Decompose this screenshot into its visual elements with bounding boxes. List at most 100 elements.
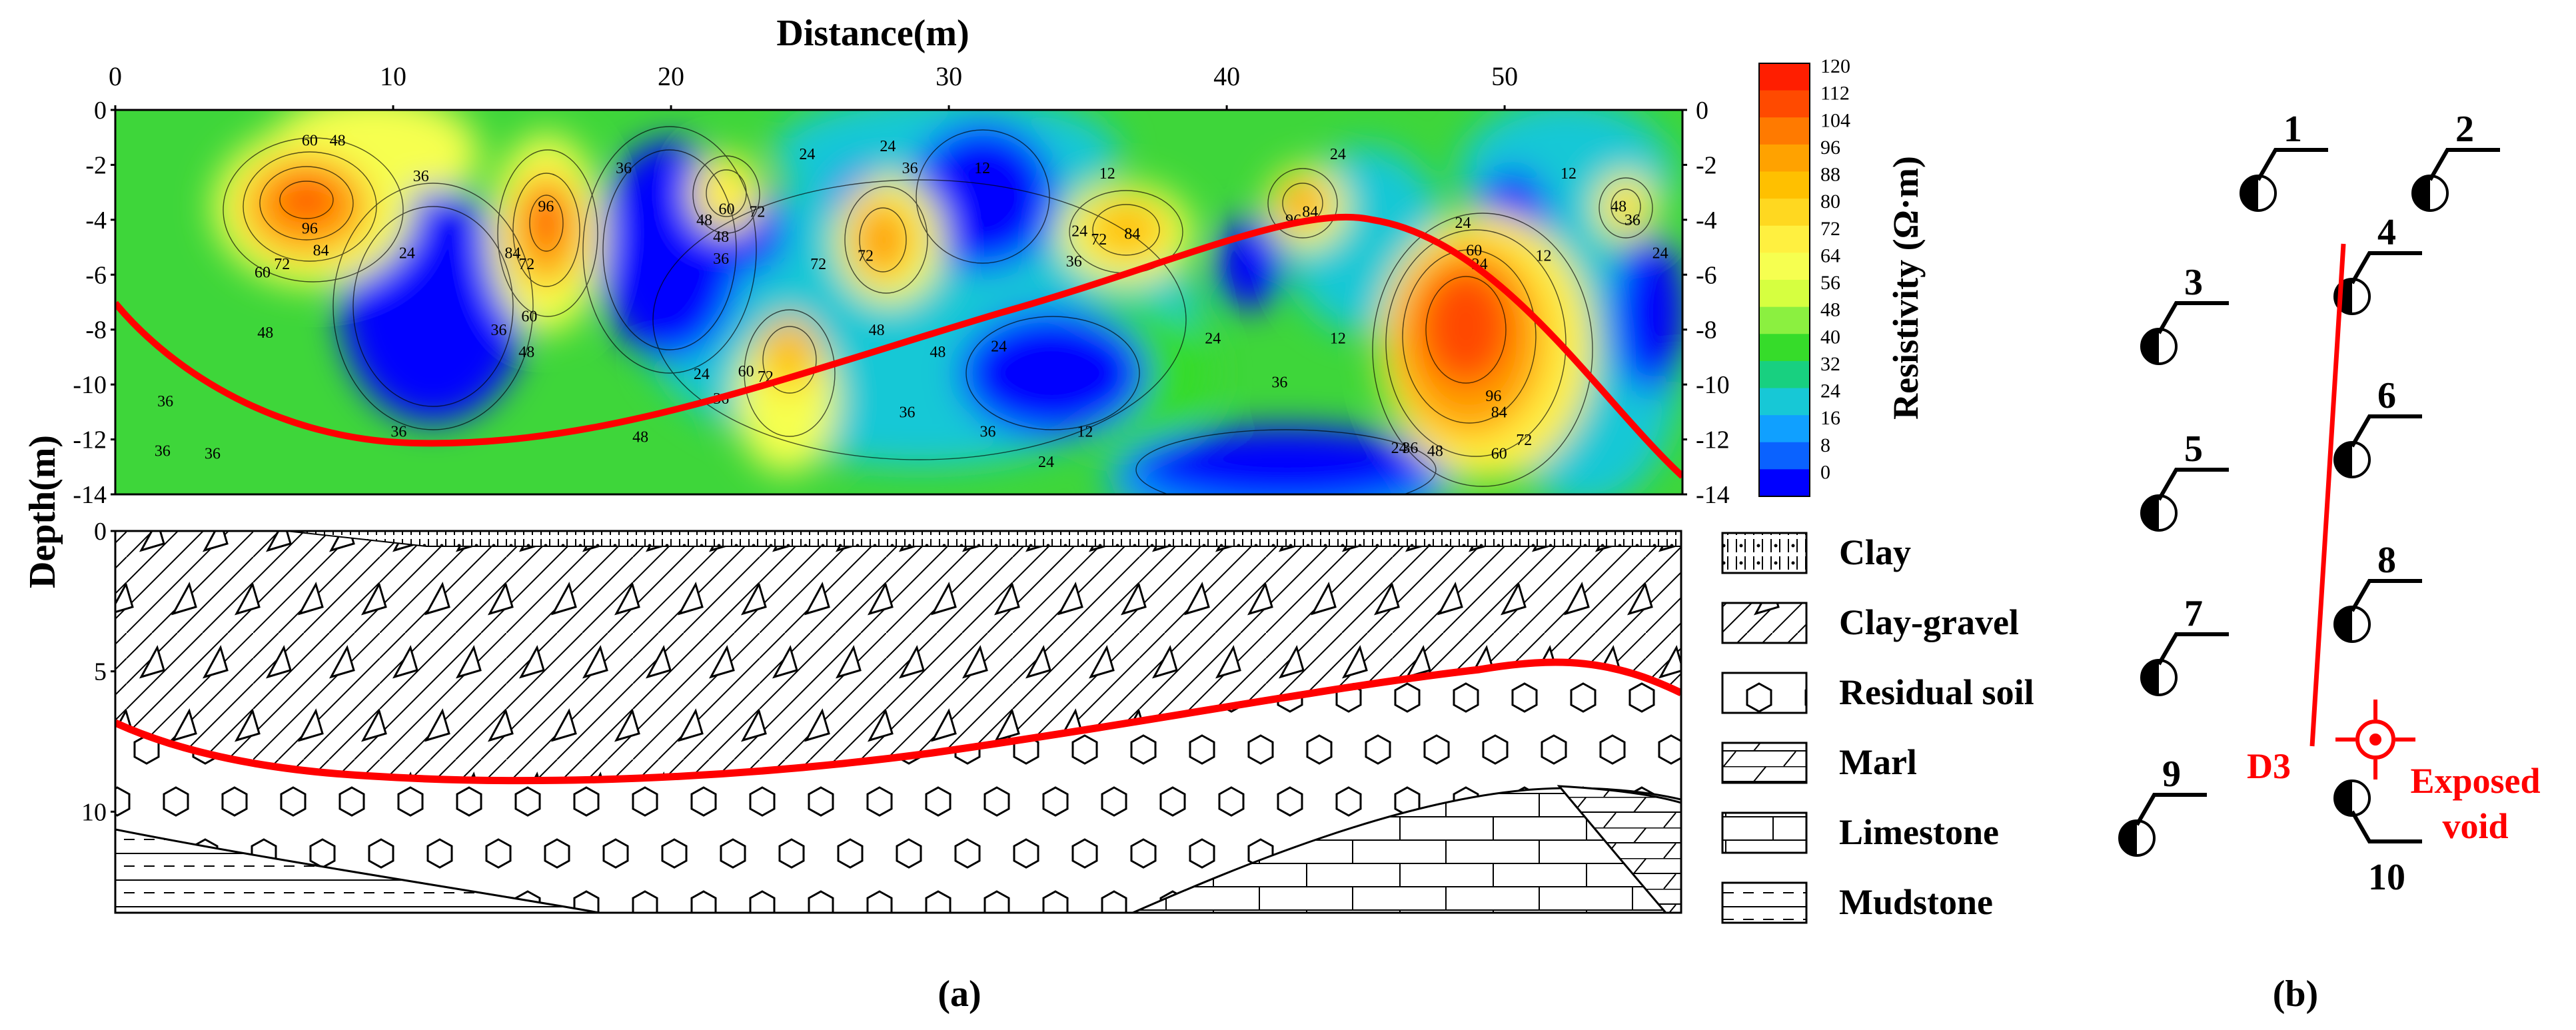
colorbar-tick-label: 120 — [1820, 55, 1850, 77]
colorbar-tick-label: 16 — [1820, 407, 1840, 429]
borehole-8: 8 — [2333, 540, 2422, 643]
depth-tick-label-right: -8 — [1696, 316, 1717, 344]
contour-label: 96 — [538, 198, 554, 215]
contour-label: 72 — [1516, 432, 1532, 449]
colorbar-tick-label: 80 — [1820, 191, 1840, 213]
borehole-fill — [2241, 176, 2258, 211]
borehole-leader — [2157, 301, 2229, 334]
contour-label: 60 — [1466, 242, 1482, 259]
caption-b: (b) — [2273, 973, 2318, 1015]
borehole-label: 10 — [2368, 857, 2405, 898]
depth-tick-label-right: -10 — [1696, 371, 1730, 399]
borehole-label: 1 — [2283, 109, 2302, 150]
colorbar-title: Resistivity (Ω·m) — [1886, 156, 1926, 420]
colorbar-swatch — [1759, 360, 1810, 388]
depth-tick-label-right: -6 — [1696, 261, 1717, 289]
contour-label: 48 — [696, 212, 712, 229]
d3-line — [2309, 243, 2346, 747]
contour-label: 48 — [1610, 198, 1626, 215]
contour-label: 36 — [713, 251, 729, 268]
contour-label: 36 — [1402, 440, 1418, 457]
colorbar-tick-label: 72 — [1820, 218, 1840, 240]
colorbar-tick-label: 48 — [1820, 299, 1840, 321]
contour-label: 36 — [205, 445, 221, 462]
borehole-fill — [2142, 660, 2159, 695]
borehole-label: 9 — [2162, 754, 2181, 795]
borehole-label: 8 — [2377, 540, 2396, 581]
borehole-plan: 1 2 3 4 5 6 7 8 9 10 — [2118, 109, 2500, 898]
borehole-label: 6 — [2377, 375, 2396, 416]
lithology-legend: Clay Clay-gravel Residual soil Marl Limeston… — [1721, 532, 2034, 924]
contour-label: 24 — [1652, 245, 1668, 262]
borehole-7: 7 — [2140, 593, 2229, 696]
borehole-leader — [2157, 468, 2229, 501]
clay-layer — [286, 531, 1681, 548]
contour-label: 72 — [518, 256, 534, 273]
contour-label: 24 — [799, 146, 815, 163]
depth-tick-label: 0 — [94, 97, 107, 125]
d3-label: D3 — [2247, 746, 2291, 786]
legend-item: Residual soil — [1721, 672, 2034, 714]
legend-label: Mudstone — [1839, 882, 1993, 922]
geologic-log — [114, 530, 1682, 914]
colorbar-tick-label: 8 — [1820, 434, 1830, 456]
contour-label: 72 — [858, 248, 874, 265]
caption-a: (a) — [938, 973, 981, 1015]
colorbar-tick-label: 64 — [1820, 245, 1840, 266]
contour-label: 60 — [521, 308, 537, 325]
resistivity-section: 60 48968472604824369684726036483660487248… — [114, 109, 1684, 496]
distance-axis-title: Distance(m) — [776, 13, 969, 54]
legend-label: Residual soil — [1839, 672, 2034, 712]
contour-label: 24 — [1205, 330, 1221, 347]
contour-labels: 60 48968472604824369684726036483660487248… — [155, 133, 1668, 471]
colorbar-frame — [1758, 63, 1810, 497]
borehole-9: 9 — [2118, 754, 2207, 857]
mudstone-pattern-icon — [1721, 881, 1808, 924]
log-frame — [114, 530, 1682, 914]
contour-label: 72 — [810, 256, 826, 273]
log-tick-label: 0 — [94, 518, 107, 546]
contour-label: 48 — [713, 229, 729, 246]
contour-label: 36 — [1066, 253, 1082, 270]
contour-label: 12 — [1535, 248, 1551, 265]
depth-tick-label: -14 — [73, 481, 107, 509]
legend-item: Mudstone — [1721, 881, 1993, 924]
x-tick-label: 10 — [380, 61, 406, 91]
x-tick-label: 20 — [658, 61, 684, 91]
contour-label: 60 — [1491, 445, 1507, 462]
contour-label: 12 — [1561, 165, 1577, 183]
colorbar-tick-label: 56 — [1820, 272, 1840, 294]
contour-label: 24 — [1455, 215, 1471, 232]
borehole-fill — [2413, 176, 2430, 211]
bedrock-interface-line — [115, 213, 1682, 479]
contour-label: 36 — [616, 160, 632, 177]
depth-tick-label: -8 — [85, 316, 107, 344]
depth-tick-label: -12 — [73, 426, 107, 454]
borehole-label: 7 — [2184, 593, 2203, 634]
contour-label: 48 — [869, 322, 885, 339]
contour-label: 48 — [257, 324, 273, 342]
colorbar-swatch — [1759, 171, 1810, 199]
contour-label: 36 — [979, 423, 995, 440]
contour-label: 36 — [390, 423, 406, 440]
contour-label: 84 — [504, 245, 520, 262]
colorbar-swatch — [1759, 306, 1810, 334]
contour-label: 24 — [399, 245, 415, 262]
contour-label: 24 — [991, 338, 1007, 356]
colorbar-swatch — [1759, 415, 1810, 443]
colorbar-swatch — [1759, 280, 1810, 308]
x-tick-label: 30 — [936, 61, 962, 91]
borehole-leader — [2350, 251, 2422, 284]
exposed-void-label-2: void — [2442, 806, 2508, 846]
borehole-fill — [2120, 821, 2137, 855]
borehole-4: 4 — [2333, 212, 2422, 315]
colorbar-swatch — [1759, 117, 1810, 145]
borehole-fill — [2335, 607, 2352, 642]
depth-tick-label-right: 0 — [1696, 97, 1708, 125]
colorbar-swatch — [1759, 199, 1810, 227]
contour-label: 48 — [632, 429, 648, 446]
contour-label: 12 — [1099, 165, 1115, 183]
contour-label: 24 — [880, 138, 896, 155]
